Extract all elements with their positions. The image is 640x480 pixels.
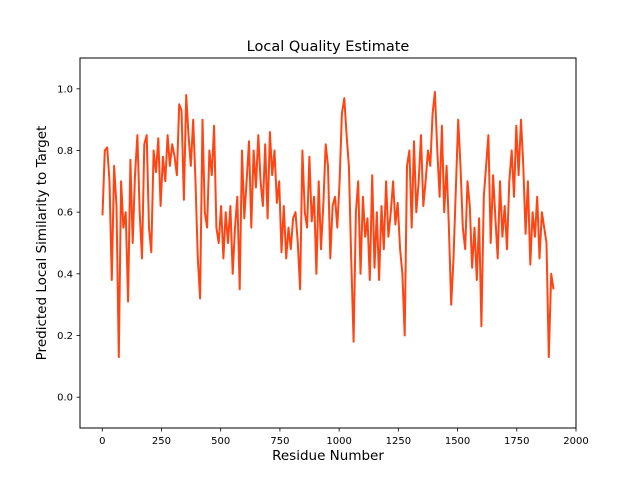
x-axis: 0 250 500 750 1000 1250 1500 1750 2000 <box>99 428 589 447</box>
x-axis-label: Residue Number <box>272 448 384 464</box>
x-tick-label: 250 <box>152 436 171 447</box>
x-tick-label: 0 <box>99 436 105 447</box>
y-tick-label: 0.2 <box>57 331 73 342</box>
y-tick-label: 1.0 <box>57 84 73 95</box>
x-tick-label: 1750 <box>504 436 529 447</box>
y-tick-label: 0.8 <box>57 146 73 157</box>
x-tick-label: 750 <box>270 436 289 447</box>
y-tick-label: 0.0 <box>57 393 73 404</box>
x-tick-label: 2000 <box>563 436 588 447</box>
chart-title: Local Quality Estimate <box>247 39 410 55</box>
y-tick-label: 0.4 <box>57 269 73 280</box>
series-line <box>101 90 555 359</box>
x-tick-label: 1250 <box>386 436 411 447</box>
plot-area <box>101 90 555 359</box>
y-axis-label: Predicted Local Similarity to Target <box>34 126 50 361</box>
x-tick-label: 500 <box>211 436 230 447</box>
axes-frame <box>79 57 577 429</box>
y-tick-label: 0.6 <box>57 208 73 219</box>
y-axis: 0.0 0.2 0.4 0.6 0.8 1.0 <box>57 84 80 404</box>
x-tick-label: 1500 <box>445 436 470 447</box>
x-tick-label: 1000 <box>326 436 351 447</box>
